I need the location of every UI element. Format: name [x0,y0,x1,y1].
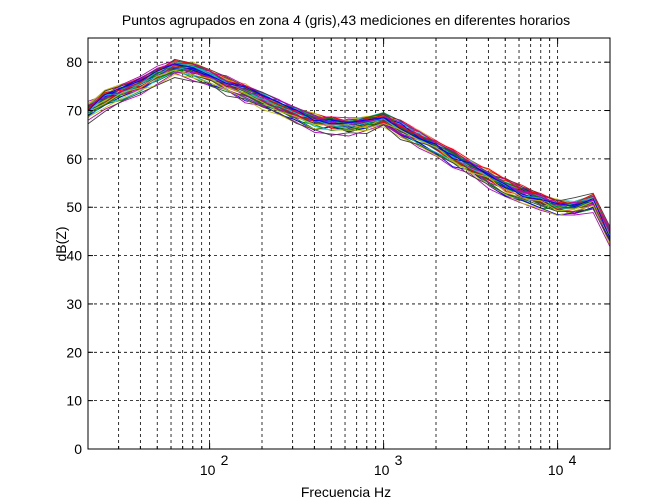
measurement-series-line [87,73,611,246]
measurement-series-line [87,63,611,239]
plot-area [88,38,610,449]
y-tick-labels: 0 10 20 30 40 50 60 70 80 [66,54,82,457]
chart-title: Puntos agrupados en zona 4 (gris),43 med… [122,12,570,28]
y-tick-label: 80 [66,54,82,70]
x-axis-label: Frecuencia Hz [301,484,391,500]
y-axis-label: dB(Z) [53,227,69,262]
x-tick-label-exponent: 2 [221,452,229,468]
y-tick-label: 20 [66,344,82,360]
y-tick-label: 70 [66,103,82,119]
plot-frame [87,37,611,450]
x-tick-labels: 10 2 10 3 10 4 [200,452,577,478]
x-tick-label: 10 [548,462,564,478]
y-tick-label: 0 [74,441,82,457]
measurement-series-line [87,60,611,233]
x-tick-label: 10 [374,462,390,478]
y-tick-label: 50 [66,199,82,215]
y-tick-label: 60 [66,151,82,167]
tick-marks [88,38,610,450]
y-tick-label: 30 [66,296,82,312]
series-group [87,58,611,247]
x-tick-label-exponent: 4 [569,452,577,468]
measurement-series-line [87,77,611,243]
y-tick-label: 40 [66,248,82,264]
y-tick-label: 10 [66,393,82,409]
x-tick-label: 10 [200,462,216,478]
measurement-series-line [87,65,611,231]
x-tick-label-exponent: 3 [395,452,403,468]
